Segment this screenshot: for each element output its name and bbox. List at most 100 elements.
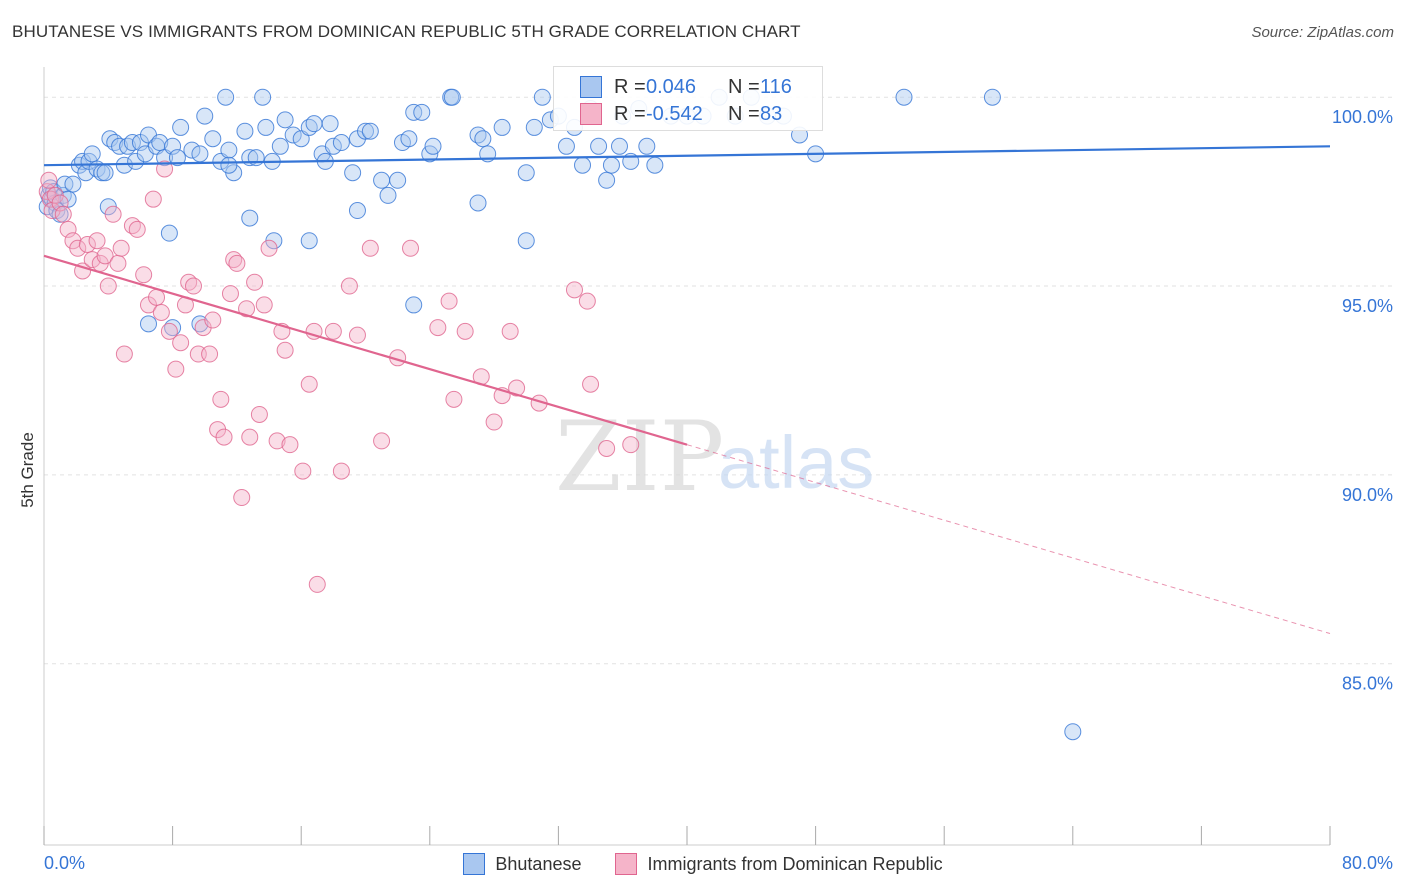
- dominican-point: [276, 341, 294, 359]
- legend-n-label: N =: [728, 75, 760, 98]
- dominican-point: [429, 319, 447, 337]
- legend-row-bhutanese: R = 0.046 N = 116: [580, 75, 792, 99]
- bhutanese-point: [59, 190, 77, 208]
- dominican-point: [156, 160, 174, 178]
- y-axis-label: 5th Grade: [18, 432, 37, 508]
- dominican-point: [622, 436, 640, 454]
- bhutanese-point: [602, 156, 620, 174]
- bhutanese-point: [168, 149, 186, 167]
- dominican-point: [167, 360, 185, 378]
- bhutanese-point: [493, 118, 511, 136]
- bhutanese-point: [400, 130, 418, 148]
- chart-title: BHUTANESE VS IMMIGRANTS FROM DOMINICAN R…: [12, 22, 801, 41]
- dominican-point: [109, 254, 127, 272]
- dominican-point: [59, 220, 77, 238]
- bhutanese-point: [557, 137, 575, 155]
- bhutanese-trend-line: [43, 145, 1331, 167]
- dominican-point: [69, 239, 87, 257]
- bhutanese-point: [517, 164, 535, 182]
- bhutanese-point: [83, 145, 101, 163]
- bhutanese-point: [598, 171, 616, 189]
- dominican-point: [241, 428, 259, 446]
- dominican-point: [348, 326, 366, 344]
- legend-swatch-pink: [615, 853, 638, 875]
- bhutanese-point: [271, 137, 289, 155]
- legend-n-label: N =: [728, 102, 760, 125]
- dominican-point: [440, 292, 458, 310]
- watermark-atlas: atlas: [718, 421, 874, 504]
- legend-r-value: 0.046: [646, 75, 697, 98]
- source-label: Source: ZipAtlas.com: [1251, 24, 1394, 41]
- dominican-point: [54, 205, 72, 223]
- dominican-point: [78, 236, 96, 254]
- dominican-point: [228, 254, 246, 272]
- bhutanese-point: [164, 137, 182, 155]
- dominican-point: [281, 436, 299, 454]
- bhutanese-point: [574, 156, 592, 174]
- bhutanese-point: [284, 126, 302, 144]
- bhutanese-point: [405, 296, 423, 314]
- legend-r-label: R =: [614, 102, 646, 125]
- dominican-point: [361, 239, 379, 257]
- dominican-point: [172, 334, 190, 352]
- bhutanese-point: [517, 232, 535, 250]
- bhutanese-point: [638, 137, 656, 155]
- y-tick-label: 95.0%: [1342, 296, 1393, 316]
- bhutanese-point: [64, 175, 82, 193]
- dominican-point: [128, 220, 146, 238]
- dominican-point: [204, 311, 222, 329]
- legend-n-value: 116: [760, 75, 792, 98]
- bhutanese-point: [204, 130, 222, 148]
- series-legend: Bhutanese Immigrants from Dominican Repu…: [0, 850, 1406, 878]
- dominican-point: [445, 390, 463, 408]
- dominican-point: [51, 194, 69, 212]
- dominican-point: [501, 322, 519, 340]
- bhutanese-point: [160, 224, 178, 242]
- dominican-point: [184, 277, 202, 295]
- bhutanese-point: [361, 122, 379, 140]
- dominican-point: [340, 277, 358, 295]
- legend-n-value: 83: [760, 102, 783, 125]
- legend-swatch-pink: [580, 103, 602, 125]
- dominican-point: [250, 405, 268, 423]
- dominican-point: [246, 273, 264, 291]
- dominican-point: [598, 439, 616, 457]
- dominican-point: [104, 205, 122, 223]
- dominican-point: [115, 345, 133, 363]
- dominican-point: [294, 462, 312, 480]
- bhutanese-point: [895, 88, 913, 106]
- bhutanese-point: [525, 118, 543, 136]
- dominican-point: [308, 575, 326, 593]
- dominican-point: [238, 300, 256, 318]
- bhutanese-point: [610, 137, 628, 155]
- bhutanese-point: [300, 232, 318, 250]
- dominican-point: [456, 322, 474, 340]
- bhutanese-point: [332, 134, 350, 152]
- legend-item-bhutanese[interactable]: Bhutanese: [463, 853, 581, 875]
- dominican-point: [40, 171, 58, 189]
- bhutanese-point: [220, 141, 238, 159]
- bhutanese-point: [424, 137, 442, 155]
- dominican-point: [402, 239, 420, 257]
- bhutanese-point: [324, 137, 342, 155]
- bhutanese-point: [348, 202, 366, 220]
- dominican-trend-extension: [686, 444, 1331, 634]
- watermark-zip: ZIP: [555, 401, 724, 513]
- legend-swatch-blue: [463, 853, 486, 875]
- bhutanese-point: [196, 107, 214, 125]
- dominican-point: [144, 190, 162, 208]
- legend-label-dominican: Immigrants from Dominican Republic: [647, 853, 943, 874]
- dominican-point: [508, 379, 526, 397]
- dominican-point: [160, 322, 178, 340]
- legend-r-value: -0.542: [646, 102, 703, 125]
- y-tick-label: 85.0%: [1342, 674, 1393, 694]
- bhutanese-point: [357, 122, 374, 140]
- bhutanese-point: [96, 164, 114, 182]
- legend-swatch-blue: [580, 76, 602, 98]
- dominican-point: [83, 251, 101, 269]
- dominican-point: [99, 277, 117, 295]
- legend-label-bhutanese: Bhutanese: [495, 853, 582, 874]
- legend-item-dominican[interactable]: Immigrants from Dominican Republic: [615, 853, 943, 875]
- bhutanese-point: [646, 156, 664, 174]
- bhutanese-point: [151, 134, 169, 152]
